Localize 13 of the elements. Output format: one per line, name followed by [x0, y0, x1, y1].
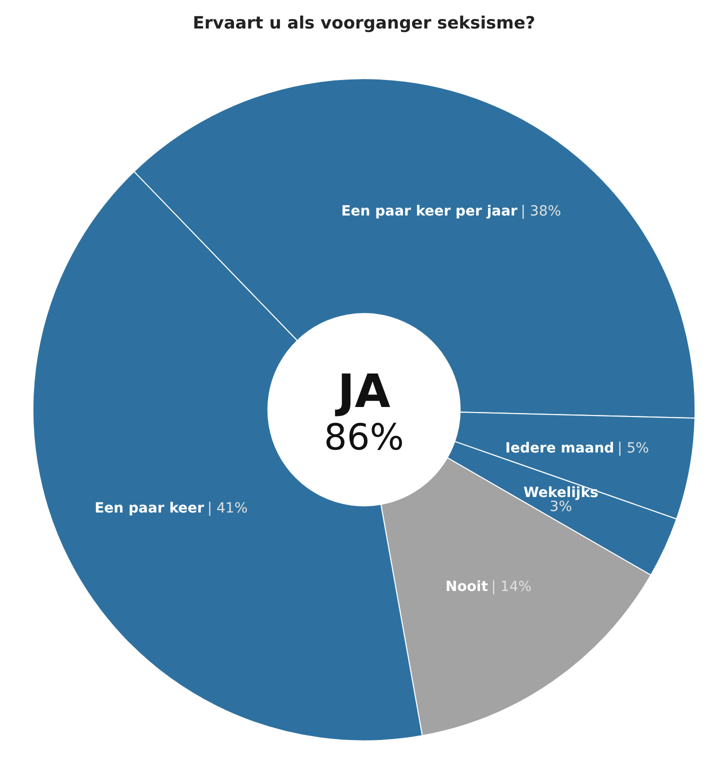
text: 86%	[324, 418, 404, 458]
chart-title: Ervaart u als voorganger seksisme?	[192, 14, 536, 34]
data-label: | 5%	[618, 440, 649, 457]
data-label: | 41%	[207, 500, 248, 516]
slice-label: Een paar keer per jaar	[341, 203, 518, 220]
data-label: 3%	[550, 498, 572, 515]
data-label: | 14%	[491, 578, 532, 595]
data-label: | 38%	[520, 203, 562, 220]
slice-label: Nooit	[445, 578, 488, 595]
slice-label: Wekelijks	[523, 484, 598, 501]
slice-label: Iedere maand	[505, 440, 614, 457]
slice-label: Een paar keer	[94, 500, 204, 516]
text: JA	[334, 364, 391, 418]
